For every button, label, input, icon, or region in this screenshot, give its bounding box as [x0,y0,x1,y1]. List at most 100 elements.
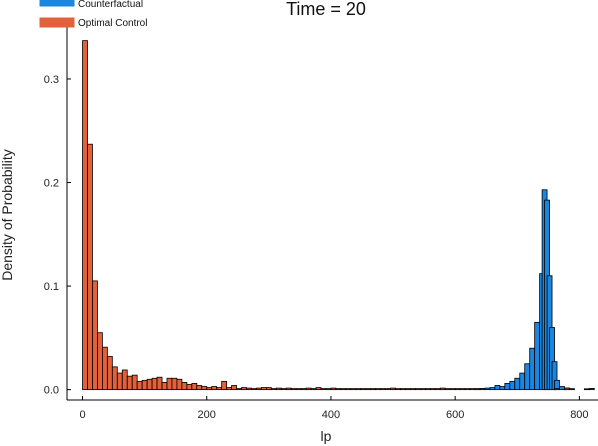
optimal-control-bar [454,388,461,391]
counterfactual-bar [494,385,501,391]
optimal-control-bar [424,388,431,391]
optimal-control-bar [275,387,282,391]
optimal-control-bar [315,387,322,391]
legend-label-optimal-control: Optimal Control [78,18,147,29]
optimal-control-bar [415,388,421,391]
optimal-control-bar [82,40,88,391]
optimal-control-bar [256,387,262,391]
optimal-control-bar [310,388,317,391]
optimal-control-bar [106,356,113,391]
optimal-control-bar [196,385,203,391]
x-tick-label: 800 [570,409,588,421]
counterfactual-bar [479,388,486,391]
counterfactual-bar [524,363,531,391]
optimal-control-bar [265,387,272,391]
optimal-control-bar [141,379,148,391]
counterfactual-bar [529,347,536,391]
x-axis-label: lp [321,428,332,444]
optimal-control-bar [444,388,451,391]
optimal-control-bar [216,387,223,391]
optimal-control-bar [459,388,466,391]
optimal-control-bar [201,386,208,391]
optimal-control-bar [116,372,123,391]
optimal-control-bar [161,381,168,391]
optimal-control-bar [191,383,198,391]
optimal-control-bar [131,374,138,391]
optimal-control-bar [246,387,252,391]
optimal-control-bar [345,388,352,391]
counterfactual-bar [588,388,595,391]
tick-labels: 0 200 400 600 800 0.0 0.1 0.2 0.3 [44,74,589,421]
counterfactual-bar [484,387,491,391]
optimal-control-bar [434,388,441,391]
optimal-control-bar [251,388,257,391]
optimal-control-bar [380,388,387,391]
optimal-control-bar [171,377,178,391]
optimal-control-bar [231,385,237,391]
optimal-control-bar [181,381,188,391]
counterfactual-bar [499,386,506,391]
optimal-control-bar [146,378,153,391]
legend-swatch-counterfactual [39,0,75,7]
chart-title: Time = 20 [286,0,366,19]
counterfactual-bars [474,189,595,391]
optimal-control-bar [136,380,143,391]
optimal-control-bar [375,388,382,391]
optimal-control-bar [305,387,312,391]
counterfactual-bar [569,388,575,391]
optimal-control-bar [186,384,193,391]
legend-swatch-optimal-control [39,17,75,28]
optimal-control-bar [395,388,401,391]
optimal-control-bar [166,377,173,391]
optimal-control-bar [390,387,396,391]
optimal-control-bar [126,375,133,391]
x-tick-label: 400 [322,409,340,421]
optimal-control-bar [260,387,267,391]
optimal-control-bar [270,388,277,391]
optimal-control-bar [97,332,103,391]
optimal-control-bar [206,387,213,391]
y-axis-label: Density of Probability [0,149,15,281]
optimal-control-bar [290,388,297,391]
optimal-control-bar [121,369,128,391]
optimal-control-bar [439,387,446,391]
legend: Counterfactual Optimal Control [39,0,147,29]
optimal-control-bar [226,387,232,391]
optimal-control-bar [241,387,247,391]
optimal-control-bar [325,388,332,391]
optimal-control-bar [355,388,362,391]
optimal-control-bars [82,40,570,391]
optimal-control-bar [340,388,347,391]
optimal-control-bar [211,386,218,391]
y-tick-label: 0.3 [44,74,59,86]
x-tick-label: 0 [79,409,85,421]
optimal-control-bar [176,378,183,391]
axes [66,22,598,401]
optimal-control-bar [385,388,391,391]
optimal-control-bar [236,388,242,391]
optimal-control-bar [365,388,372,391]
optimal-control-bar [92,280,98,391]
optimal-control-bar [295,388,302,391]
optimal-control-bar [151,377,158,391]
optimal-control-bar [285,387,292,391]
optimal-control-bar [429,388,436,391]
counterfactual-bar [514,377,521,391]
optimal-control-bar [405,388,411,391]
optimal-control-bar [410,388,416,391]
counterfactual-bar [509,380,516,391]
counterfactual-bar [504,383,511,391]
optimal-control-bar [111,366,118,391]
optimal-control-bar [360,388,367,391]
optimal-control-bar [221,380,228,391]
counterfactual-bar [559,386,565,391]
x-tick-label: 200 [198,409,216,421]
optimal-control-bar [370,388,377,391]
counterfactual-bar [489,387,496,391]
optimal-control-bar [87,143,93,391]
optimal-control-bar [330,387,337,391]
y-tick-label: 0.2 [44,178,59,190]
optimal-control-bar [400,388,406,391]
x-tick-label: 600 [446,409,464,421]
counterfactual-bar [534,321,541,391]
